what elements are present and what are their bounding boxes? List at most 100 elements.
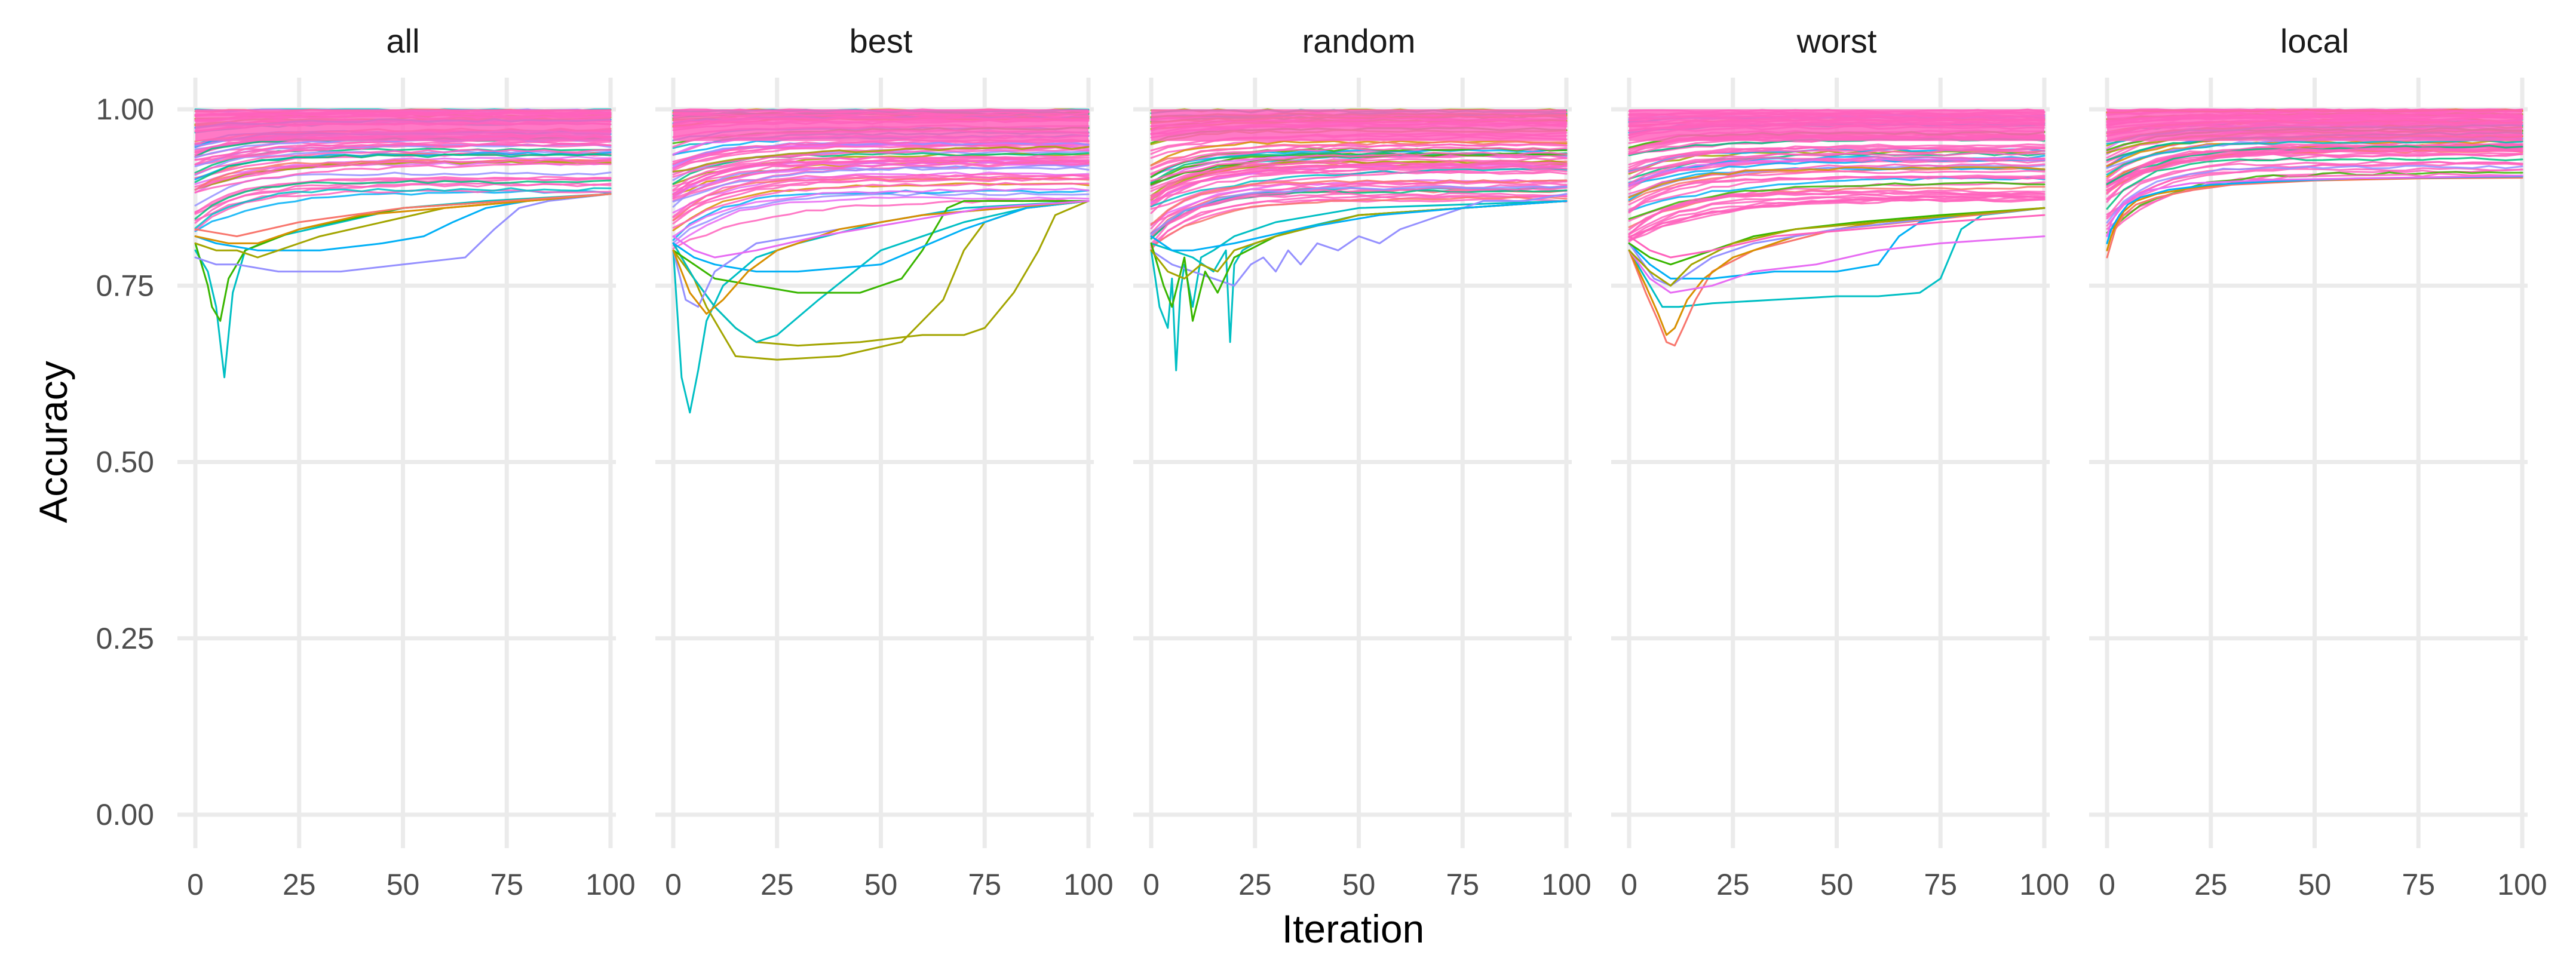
x-tick-label: 50 — [1342, 868, 1376, 901]
x-tick-label: 50 — [864, 868, 898, 901]
run-line-highlight — [1150, 193, 1568, 287]
run-line — [1628, 195, 2046, 239]
run-line — [1150, 184, 1568, 234]
run-line-highlight — [194, 193, 612, 251]
run-line — [194, 179, 612, 220]
run-line-highlight — [1628, 207, 2046, 347]
run-line — [2106, 147, 2523, 192]
x-tick-label: 75 — [968, 868, 1001, 901]
run-line — [194, 177, 612, 214]
run-line — [672, 158, 1090, 195]
run-line — [1150, 143, 1568, 170]
run-line — [194, 155, 612, 185]
y-tick-label: 0.75 — [96, 269, 154, 302]
run-line — [1628, 145, 2046, 168]
run-band-top — [195, 109, 611, 142]
run-line-highlight — [1150, 200, 1568, 251]
run-line-highlight — [1628, 207, 2046, 266]
run-line — [2106, 161, 2523, 218]
x-tick-label: 100 — [2019, 868, 2069, 901]
run-line-highlight — [672, 200, 1090, 343]
run-line — [672, 192, 1090, 244]
run-line — [1150, 198, 1568, 251]
run-line — [672, 146, 1090, 173]
x-tick-label: 0 — [187, 868, 204, 901]
run-line-highlight — [2106, 174, 2523, 238]
run-line — [1150, 161, 1568, 197]
y-tick-label: 0.25 — [96, 622, 154, 655]
run-line — [194, 139, 612, 161]
run-line — [194, 187, 612, 229]
run-line — [1150, 196, 1568, 248]
run-line — [672, 139, 1090, 165]
run-line — [2106, 139, 2523, 176]
run-line — [672, 177, 1090, 225]
run-band-top — [673, 109, 1088, 142]
x-tick-label: 75 — [1924, 868, 1957, 901]
run-line-highlight — [1628, 235, 2046, 294]
run-line-highlight — [1628, 207, 2046, 308]
run-line — [1150, 151, 1568, 182]
run-line — [1150, 157, 1568, 192]
x-tick-label: 25 — [1716, 868, 1750, 901]
y-tick-label: 0.50 — [96, 446, 154, 479]
text-layer: all 0 25 50 75 100 best 0 25 50 75 100 random 0 25 50 75… — [96, 22, 2547, 901]
run-line — [672, 182, 1090, 229]
x-tick-label: 50 — [2298, 868, 2332, 901]
run-line — [194, 149, 612, 175]
run-line — [1150, 195, 1568, 247]
y-tick-label: 1.00 — [96, 93, 154, 126]
run-line — [2106, 153, 2523, 201]
run-line — [1150, 192, 1568, 245]
run-line — [194, 162, 612, 194]
run-line-highlight — [194, 193, 612, 238]
run-line-highlight — [672, 200, 1090, 273]
run-line-highlight — [672, 200, 1090, 259]
run-line — [1150, 179, 1568, 226]
x-tick-label: 100 — [585, 868, 635, 901]
x-axis-title: Iteration — [1282, 907, 1424, 951]
x-tick-label: 75 — [490, 868, 523, 901]
run-line-highlight — [1628, 214, 2046, 259]
run-line — [2106, 165, 2523, 224]
y-axis-title: Accuracy — [31, 361, 75, 523]
run-line-highlight — [194, 193, 612, 244]
x-tick-label: 25 — [760, 868, 794, 901]
facet-label-best: best — [850, 22, 913, 60]
run-line — [672, 149, 1090, 178]
x-tick-label: 0 — [665, 868, 682, 901]
facet-label-all: all — [386, 22, 419, 60]
run-line — [672, 144, 1090, 171]
run-line — [1150, 140, 1568, 167]
run-line — [1628, 195, 2046, 238]
run-line — [672, 188, 1090, 238]
run-line — [672, 164, 1090, 202]
run-line — [1628, 166, 2046, 198]
run-line — [1628, 176, 2046, 213]
run-line-highlight — [672, 200, 1090, 294]
run-line — [1150, 169, 1568, 210]
x-tick-label: 100 — [1063, 868, 1113, 901]
run-band-top — [2107, 109, 2522, 142]
facet-label-worst: worst — [1796, 22, 1877, 60]
run-line-highlight — [1150, 200, 1568, 280]
run-band-top — [1629, 109, 2044, 142]
run-line-highlight — [1628, 207, 2046, 287]
run-line — [2106, 167, 2523, 227]
run-line — [194, 153, 612, 183]
run-line — [672, 171, 1090, 214]
run-line — [1628, 193, 2046, 235]
x-tick-label: 0 — [1143, 868, 1160, 901]
run-line — [194, 159, 612, 191]
x-tick-label: 100 — [2497, 868, 2547, 901]
run-line — [1628, 146, 2046, 171]
run-line — [1150, 185, 1568, 235]
run-line — [672, 162, 1090, 200]
run-line — [1628, 189, 2046, 231]
x-tick-label: 25 — [283, 868, 316, 901]
run-line — [672, 196, 1090, 247]
run-band-top — [1151, 109, 1566, 142]
run-line-highlight — [194, 193, 612, 273]
facet-label-random: random — [1302, 22, 1416, 60]
